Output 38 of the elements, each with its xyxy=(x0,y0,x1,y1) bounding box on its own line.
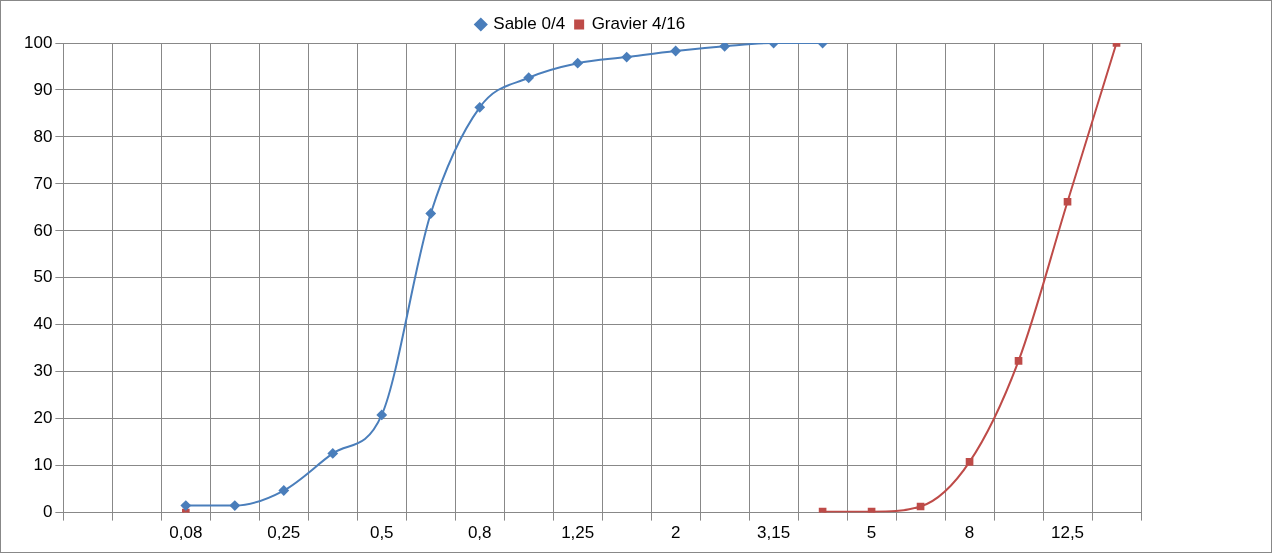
point xyxy=(719,43,730,52)
point xyxy=(572,58,583,69)
legend-label: Gravier 4/16 xyxy=(591,14,686,34)
point xyxy=(425,208,436,219)
point xyxy=(474,102,485,113)
y-tick-label: 10 xyxy=(33,455,53,475)
point xyxy=(1014,357,1023,365)
y-tick-label: 40 xyxy=(33,314,53,334)
point xyxy=(229,500,240,511)
y-tick-label: 70 xyxy=(33,173,53,193)
y-tick-label: 50 xyxy=(33,267,53,287)
y-tick-label: 100 xyxy=(23,32,53,52)
x-tick-label: 0,8 xyxy=(467,523,492,543)
y-tick-label: 60 xyxy=(33,220,53,240)
x-tick-label: 0,25 xyxy=(267,523,301,543)
y-tick-label: 30 xyxy=(33,361,53,381)
x-tick-label: 5 xyxy=(866,523,877,543)
point xyxy=(376,409,387,420)
point xyxy=(327,448,338,459)
x-tick-label: 12,5 xyxy=(1050,523,1085,543)
x-tick-label: 0,5 xyxy=(369,523,394,543)
y-tick-label: 90 xyxy=(33,79,53,99)
y-tick-label: 0 xyxy=(42,502,53,522)
point xyxy=(180,500,191,511)
x-tick-label: 3,15 xyxy=(757,523,791,543)
x-tick-label: 8 xyxy=(964,523,975,543)
legend-label: Sable 0/4 xyxy=(493,14,566,34)
y-tick-label: 80 xyxy=(33,126,53,146)
y-tick-label: 20 xyxy=(33,408,53,428)
point xyxy=(278,485,289,496)
point xyxy=(523,72,534,83)
point xyxy=(965,458,974,466)
point xyxy=(1063,197,1072,206)
point xyxy=(670,45,681,56)
point xyxy=(621,52,632,63)
x-tick-label: 0,08 xyxy=(169,523,203,543)
x-tick-label: 2 xyxy=(670,523,681,543)
x-tick-label: 1,25 xyxy=(561,523,595,543)
